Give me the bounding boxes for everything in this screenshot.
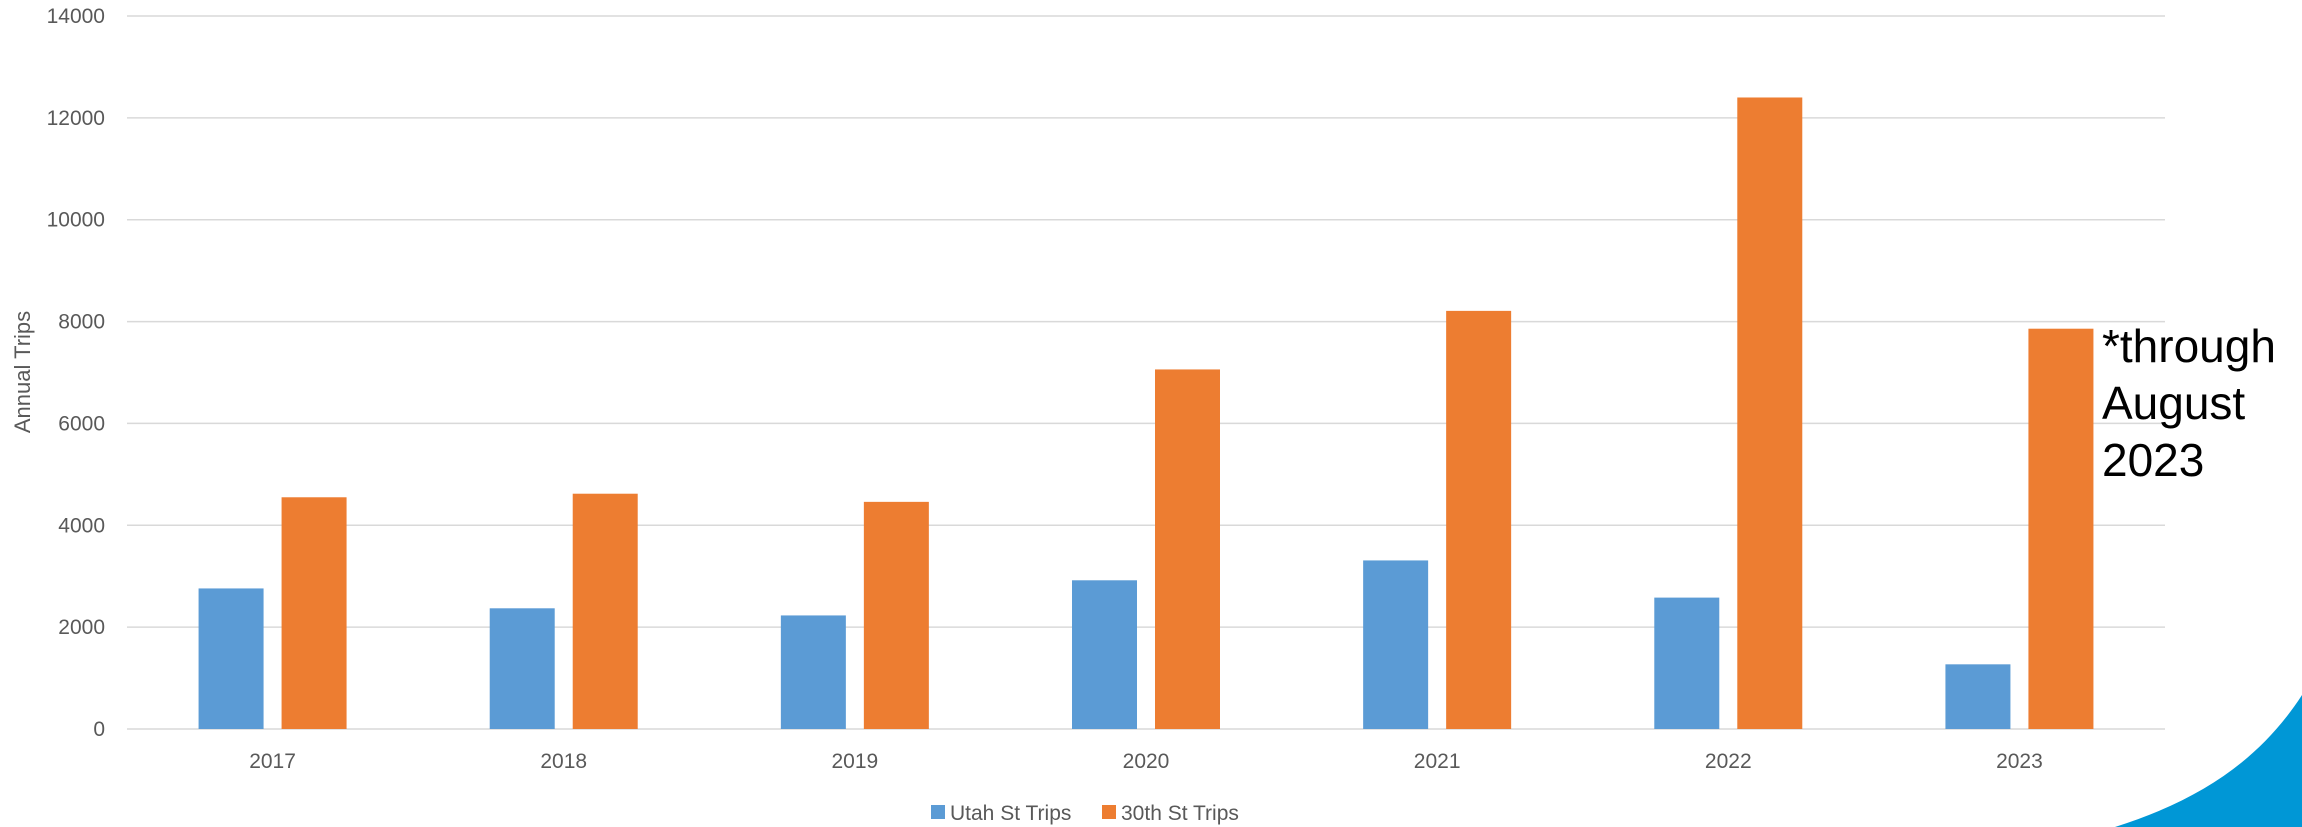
annotation-line-3: 2023	[2102, 434, 2204, 486]
legend-swatch-utah	[931, 805, 945, 819]
corner-decoration	[2115, 695, 2302, 827]
legend: Utah St Trips 30th St Trips	[931, 802, 1239, 825]
gridlines	[127, 15, 2165, 730]
x-tick-label: 2023	[1996, 750, 2043, 773]
y-tick-label: 2000	[58, 616, 105, 639]
bar-30th-st-2022	[1737, 97, 1803, 729]
legend-label-30th: 30th St Trips	[1121, 802, 1239, 825]
y-axis-title: Annual Trips	[10, 311, 35, 433]
x-tick-label: 2022	[1705, 750, 1752, 773]
y-tick-label: 8000	[58, 311, 105, 334]
bar-utah-st-2023	[1945, 664, 2011, 729]
x-axis-ticks: 2017 2018 2019 2020 2021 2022 2023	[249, 750, 2043, 773]
legend-label-utah: Utah St Trips	[950, 802, 1071, 825]
y-tick-label: 12000	[47, 107, 105, 130]
bar-utah-st-2017	[198, 588, 264, 729]
x-tick-label: 2020	[1123, 750, 1170, 773]
bar-utah-st-2019	[780, 615, 846, 729]
bar-utah-st-2020	[1072, 580, 1137, 729]
legend-swatch-30th	[1102, 805, 1116, 819]
x-tick-label: 2017	[249, 750, 296, 773]
bar-utah-st-2021	[1363, 560, 1429, 729]
y-tick-label: 4000	[58, 514, 105, 537]
bar-30th-st-2017	[281, 497, 347, 729]
bar-30th-st-2018	[572, 493, 638, 729]
y-axis-ticks: 0 2000 4000 6000 8000 10000 12000 14000	[47, 5, 105, 741]
x-tick-label: 2018	[540, 750, 587, 773]
bar-30th-st-2019	[863, 501, 929, 729]
bar-utah-st-2022	[1654, 597, 1720, 729]
annotation-note: *through August 2023	[2102, 320, 2276, 486]
bar-30th-st-2020	[1155, 369, 1220, 729]
bar-utah-st-2018	[489, 608, 555, 729]
y-tick-label: 10000	[47, 209, 105, 232]
x-tick-label: 2019	[831, 750, 878, 773]
y-tick-label: 0	[93, 718, 105, 741]
annotation-line-1: *through	[2102, 320, 2276, 372]
y-tick-label: 14000	[47, 5, 105, 28]
annotation-line-2: August	[2102, 377, 2245, 429]
y-tick-label: 6000	[58, 412, 105, 435]
bar-30th-st-2021	[1446, 310, 1512, 729]
bars	[198, 97, 2094, 729]
bar-30th-st-2023	[2028, 328, 2094, 729]
x-tick-label: 2021	[1414, 750, 1461, 773]
